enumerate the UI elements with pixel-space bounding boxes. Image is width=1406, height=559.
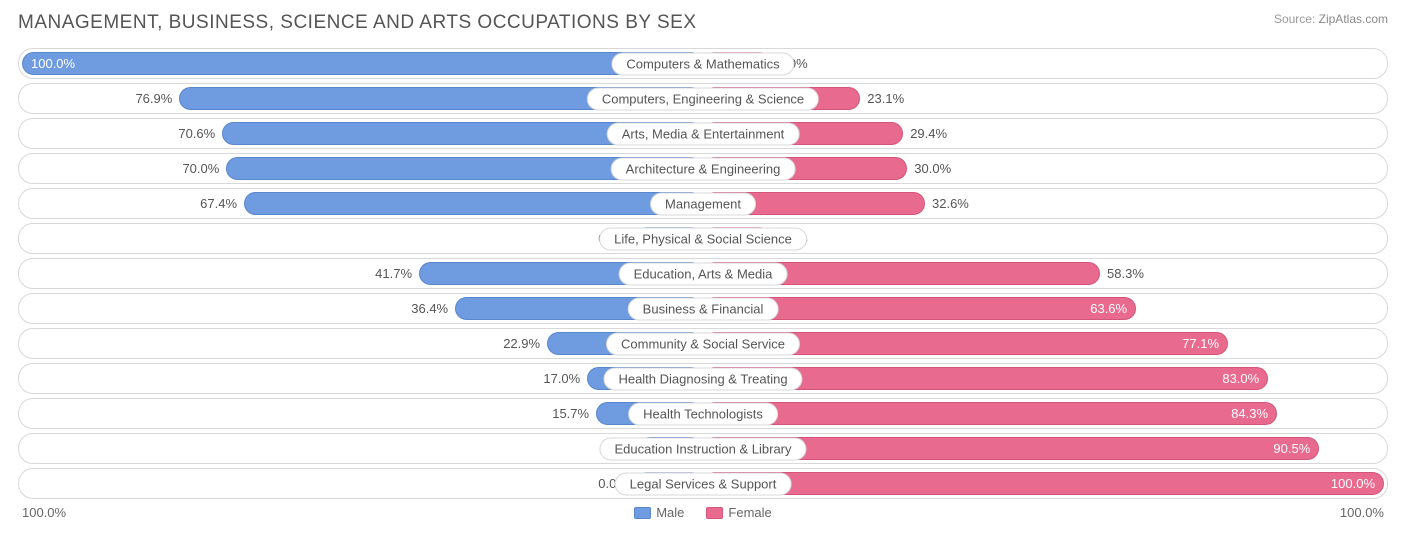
chart-title: MANAGEMENT, BUSINESS, SCIENCE AND ARTS O… bbox=[18, 12, 697, 34]
male-value-label: 70.0% bbox=[182, 161, 219, 176]
female-half: 77.1% bbox=[703, 332, 1384, 355]
female-half: 84.3% bbox=[703, 402, 1384, 425]
male-half: 41.7% bbox=[22, 262, 703, 285]
source-value: ZipAtlas.com bbox=[1319, 12, 1388, 26]
female-value-label: 32.6% bbox=[932, 196, 969, 211]
category-label: Education Instruction & Library bbox=[599, 437, 806, 460]
male-half: 67.4% bbox=[22, 192, 703, 215]
male-half: 22.9% bbox=[22, 332, 703, 355]
male-value-label: 70.6% bbox=[178, 126, 215, 141]
male-half: 36.4% bbox=[22, 297, 703, 320]
legend-male-label: Male bbox=[656, 505, 684, 520]
female-value-label: 77.1% bbox=[1182, 336, 1219, 351]
male-bar: 67.4% bbox=[244, 192, 703, 215]
female-value-label: 84.3% bbox=[1231, 406, 1268, 421]
male-value-label: 22.9% bbox=[503, 336, 540, 351]
bar-row: 17.0% 83.0% Health Diagnosing & Treating bbox=[18, 363, 1388, 394]
female-half: 83.0% bbox=[703, 367, 1384, 390]
male-value-label: 67.4% bbox=[200, 196, 237, 211]
bar-row: 67.4% 32.6% Management bbox=[18, 188, 1388, 219]
category-label: Architecture & Engineering bbox=[611, 157, 796, 180]
male-swatch-icon bbox=[634, 507, 651, 519]
female-half: 30.0% bbox=[703, 157, 1384, 180]
category-label: Community & Social Service bbox=[606, 332, 800, 355]
bar-row: 36.4% 63.6% Business & Financial bbox=[18, 293, 1388, 324]
axis-right-label: 100.0% bbox=[1340, 505, 1384, 520]
bar-row: 22.9% 77.1% Community & Social Service bbox=[18, 328, 1388, 359]
female-half: 0.0% bbox=[703, 52, 1384, 75]
legend-male: Male bbox=[634, 505, 684, 520]
female-value-label: 58.3% bbox=[1107, 266, 1144, 281]
chart-legend: Male Female bbox=[634, 505, 772, 520]
male-half: 100.0% bbox=[22, 52, 703, 75]
bar-row: 70.0% 30.0% Architecture & Engineering bbox=[18, 153, 1388, 184]
bar-row: 0.0% 100.0% Legal Services & Support bbox=[18, 468, 1388, 499]
bar-row: 0.0%0.0%Life, Physical & Social Science bbox=[18, 223, 1388, 254]
category-label: Education, Arts & Media bbox=[619, 262, 788, 285]
female-value-label: 29.4% bbox=[910, 126, 947, 141]
category-label: Computers, Engineering & Science bbox=[587, 87, 819, 110]
legend-female-label: Female bbox=[728, 505, 771, 520]
bar-row: 100.0% 0.0%Computers & Mathematics bbox=[18, 48, 1388, 79]
category-label: Health Diagnosing & Treating bbox=[603, 367, 802, 390]
female-swatch-icon bbox=[706, 507, 723, 519]
male-half: 0.0% bbox=[22, 472, 703, 495]
female-bar: 100.0% bbox=[703, 472, 1384, 495]
female-half: 63.6% bbox=[703, 297, 1384, 320]
male-value-label: 15.7% bbox=[552, 406, 589, 421]
source-label: Source: bbox=[1274, 12, 1315, 26]
male-value-label: 100.0% bbox=[31, 56, 75, 71]
female-value-label: 90.5% bbox=[1273, 441, 1310, 456]
chart-source: Source: ZipAtlas.com bbox=[1274, 12, 1388, 26]
female-bar: 84.3% bbox=[703, 402, 1277, 425]
category-label: Management bbox=[650, 192, 756, 215]
bar-row: 70.6% 29.4% Arts, Media & Entertainment bbox=[18, 118, 1388, 149]
male-half: 15.7% bbox=[22, 402, 703, 425]
bar-row: 41.7% 58.3% Education, Arts & Media bbox=[18, 258, 1388, 289]
category-label: Life, Physical & Social Science bbox=[599, 227, 807, 250]
male-value-label: 76.9% bbox=[135, 91, 172, 106]
female-value-label: 83.0% bbox=[1222, 371, 1259, 386]
female-value-label: 63.6% bbox=[1090, 301, 1127, 316]
female-half: 29.4% bbox=[703, 122, 1384, 145]
chart-header: MANAGEMENT, BUSINESS, SCIENCE AND ARTS O… bbox=[18, 12, 1388, 34]
male-bar: 100.0% bbox=[22, 52, 703, 75]
bar-row: 9.5%90.5%Education Instruction & Library bbox=[18, 433, 1388, 464]
male-value-label: 17.0% bbox=[543, 371, 580, 386]
legend-female: Female bbox=[706, 505, 771, 520]
female-half: 32.6% bbox=[703, 192, 1384, 215]
category-label: Business & Financial bbox=[628, 297, 779, 320]
male-value-label: 41.7% bbox=[375, 266, 412, 281]
chart-axis: 100.0% Male Female 100.0% bbox=[18, 505, 1388, 520]
male-half: 70.6% bbox=[22, 122, 703, 145]
female-half: 58.3% bbox=[703, 262, 1384, 285]
axis-left-label: 100.0% bbox=[22, 505, 66, 520]
bar-row: 76.9% 23.1% Computers, Engineering & Scien… bbox=[18, 83, 1388, 114]
category-label: Computers & Mathematics bbox=[611, 52, 794, 75]
bar-row: 15.7% 84.3% Health Technologists bbox=[18, 398, 1388, 429]
male-half: 70.0% bbox=[22, 157, 703, 180]
category-label: Arts, Media & Entertainment bbox=[607, 122, 800, 145]
diverging-bar-chart: 100.0%0.0%Computers & Mathematics76.9%23… bbox=[18, 48, 1388, 499]
category-label: Health Technologists bbox=[628, 402, 778, 425]
female-value-label: 30.0% bbox=[914, 161, 951, 176]
male-value-label: 36.4% bbox=[411, 301, 448, 316]
female-half: 100.0% bbox=[703, 472, 1384, 495]
category-label: Legal Services & Support bbox=[615, 472, 792, 495]
female-value-label: 100.0% bbox=[1331, 476, 1375, 491]
female-value-label: 23.1% bbox=[867, 91, 904, 106]
male-half: 17.0% bbox=[22, 367, 703, 390]
